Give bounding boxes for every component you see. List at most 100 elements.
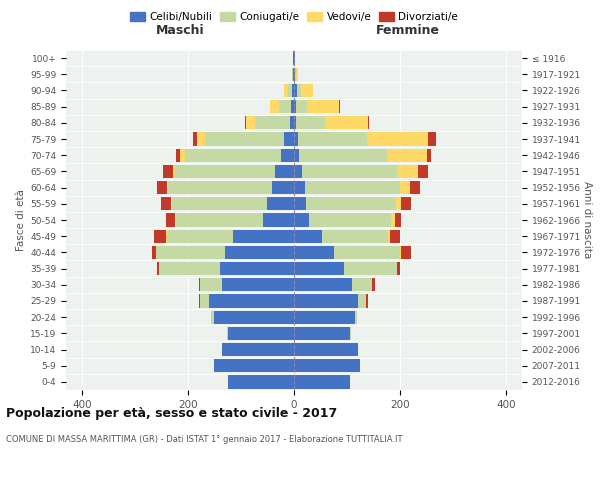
Bar — [395, 214, 401, 226]
Bar — [173, 165, 175, 178]
Bar — [284, 132, 294, 145]
Bar — [410, 181, 420, 194]
Bar — [294, 230, 322, 243]
Bar — [263, 214, 294, 226]
Bar — [167, 230, 233, 243]
Bar — [211, 310, 214, 324]
Bar — [294, 310, 355, 324]
Bar — [199, 294, 200, 308]
Bar — [294, 84, 297, 97]
Bar — [427, 148, 431, 162]
Bar — [200, 294, 209, 308]
Bar — [180, 148, 185, 162]
Bar — [214, 359, 294, 372]
Bar — [294, 165, 302, 178]
Bar — [220, 262, 294, 275]
Bar — [338, 100, 340, 114]
Bar — [214, 310, 294, 324]
Bar — [294, 376, 350, 388]
Bar — [233, 230, 294, 243]
Bar — [227, 326, 228, 340]
Bar — [373, 278, 374, 291]
Bar — [428, 132, 436, 145]
Bar — [284, 84, 288, 97]
Bar — [293, 68, 294, 81]
Bar — [358, 294, 366, 308]
Bar — [169, 181, 272, 194]
Bar — [367, 132, 428, 145]
Bar — [292, 84, 294, 97]
Text: Popolazione per età, sesso e stato civile - 2017: Popolazione per età, sesso e stato civil… — [6, 408, 337, 420]
Legend: Celibi/Nubili, Coniugati/e, Vedovi/e, Divorziati/e: Celibi/Nubili, Coniugati/e, Vedovi/e, Di… — [125, 8, 463, 26]
Bar — [294, 116, 296, 130]
Bar — [334, 246, 400, 259]
Bar — [350, 326, 351, 340]
Bar — [387, 148, 427, 162]
Bar — [166, 214, 175, 226]
Bar — [355, 310, 357, 324]
Bar — [396, 197, 401, 210]
Bar — [294, 343, 358, 356]
Bar — [400, 246, 401, 259]
Bar — [279, 100, 291, 114]
Bar — [418, 165, 428, 178]
Bar — [294, 132, 298, 145]
Bar — [397, 262, 400, 275]
Bar — [294, 278, 352, 291]
Text: Femmine: Femmine — [376, 24, 440, 37]
Bar — [296, 68, 298, 81]
Bar — [199, 278, 200, 291]
Bar — [185, 148, 281, 162]
Bar — [223, 278, 294, 291]
Bar — [176, 214, 263, 226]
Bar — [272, 181, 294, 194]
Bar — [294, 262, 344, 275]
Bar — [352, 278, 373, 291]
Bar — [391, 214, 395, 226]
Y-axis label: Fasce di età: Fasce di età — [16, 189, 26, 251]
Y-axis label: Anni di nascita: Anni di nascita — [582, 182, 592, 258]
Bar — [159, 262, 220, 275]
Bar — [298, 132, 367, 145]
Bar — [305, 197, 396, 210]
Bar — [325, 116, 368, 130]
Bar — [268, 197, 294, 210]
Bar — [193, 132, 197, 145]
Bar — [299, 148, 387, 162]
Bar — [297, 84, 301, 97]
Bar — [228, 376, 294, 388]
Bar — [294, 326, 350, 340]
Text: COMUNE DI MASSA MARITTIMA (GR) - Dati ISTAT 1° gennaio 2017 - Elaborazione TUTTI: COMUNE DI MASSA MARITTIMA (GR) - Dati IS… — [6, 435, 403, 444]
Bar — [388, 230, 390, 243]
Bar — [368, 116, 369, 130]
Bar — [290, 116, 294, 130]
Bar — [390, 230, 400, 243]
Bar — [294, 246, 334, 259]
Bar — [223, 343, 294, 356]
Bar — [175, 214, 176, 226]
Bar — [167, 181, 169, 194]
Bar — [294, 294, 358, 308]
Bar — [401, 246, 410, 259]
Bar — [157, 181, 167, 194]
Bar — [175, 165, 275, 178]
Bar — [197, 132, 205, 145]
Bar — [255, 116, 290, 130]
Bar — [307, 100, 338, 114]
Bar — [176, 148, 180, 162]
Bar — [269, 100, 279, 114]
Bar — [294, 181, 305, 194]
Bar — [166, 230, 167, 243]
Bar — [366, 294, 368, 308]
Bar — [281, 148, 294, 162]
Bar — [294, 100, 296, 114]
Bar — [301, 84, 313, 97]
Bar — [157, 262, 159, 275]
Bar — [154, 230, 166, 243]
Bar — [291, 100, 294, 114]
Bar — [294, 148, 299, 162]
Bar — [302, 165, 397, 178]
Bar — [152, 246, 156, 259]
Bar — [246, 116, 255, 130]
Bar — [200, 278, 223, 291]
